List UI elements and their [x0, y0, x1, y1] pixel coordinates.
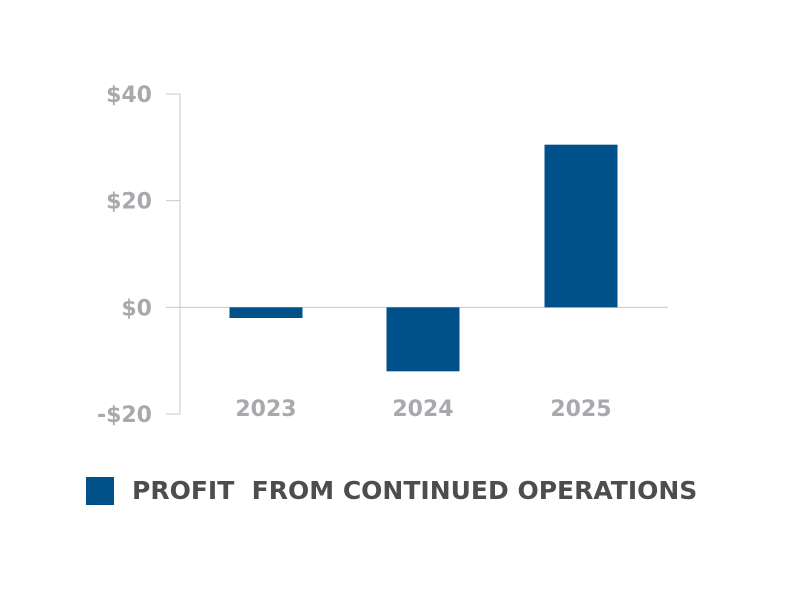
category-labels: 2023 2024 2025 [235, 397, 611, 422]
legend: PROFIT FROM CONTINUED OPERATIONS [86, 476, 697, 505]
x-category-label: 2025 [550, 397, 611, 422]
y-tick-label: $20 [106, 190, 152, 215]
x-category-label: 2024 [392, 397, 453, 422]
bars [229, 144, 618, 372]
bar-2024 [386, 307, 460, 372]
bar-2023 [229, 307, 303, 318]
x-category-label: 2023 [235, 397, 296, 422]
legend-swatch [86, 476, 114, 505]
y-tick-label: $0 [121, 296, 152, 321]
y-axis: -$20 $0 $20 $40 [97, 83, 181, 428]
y-tick-label: $40 [106, 83, 152, 108]
y-tick-label: -$20 [97, 403, 152, 428]
bar-chart: -$20 $0 $20 $40 2023 2024 2025 [97, 83, 668, 428]
bar-2025 [544, 144, 618, 308]
legend-label: PROFIT FROM CONTINUED OPERATIONS [132, 476, 698, 505]
